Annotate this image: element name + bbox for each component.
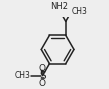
Text: O: O — [39, 64, 46, 73]
Text: CH3: CH3 — [14, 71, 30, 80]
Text: CH3: CH3 — [72, 7, 88, 16]
Text: NH2: NH2 — [50, 2, 68, 11]
Text: S: S — [39, 71, 46, 81]
Text: O: O — [39, 79, 46, 88]
